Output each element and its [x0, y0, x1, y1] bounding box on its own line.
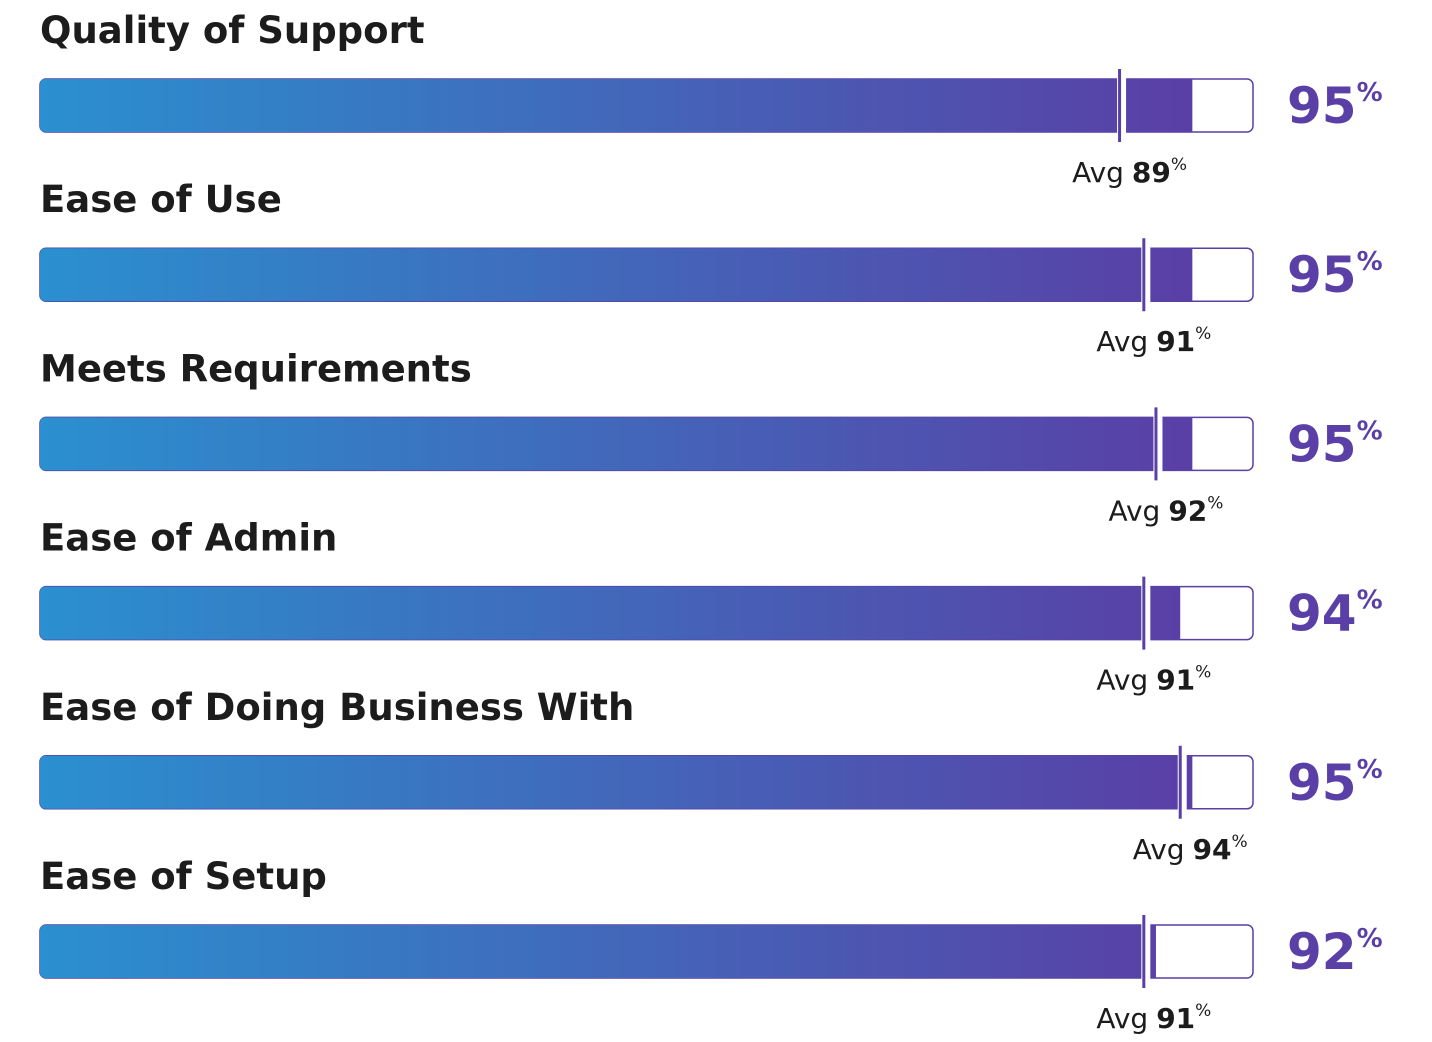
avg-label: Avg 89% [1072, 155, 1187, 189]
value-unit: % [1357, 416, 1383, 446]
value-unit: % [1357, 924, 1383, 954]
avg-label: Avg 92% [1108, 493, 1223, 527]
value-number: 94 [1287, 585, 1357, 643]
value-label: 95% [1287, 246, 1383, 304]
avg-unit: % [1195, 324, 1211, 344]
avg-label: Avg 94% [1133, 832, 1248, 866]
avg-word: Avg [1108, 494, 1160, 527]
category-label: Ease of Doing Business With [40, 686, 634, 729]
bar [40, 925, 1156, 978]
value-unit: % [1357, 247, 1383, 277]
value-number: 95 [1287, 77, 1357, 135]
value-number: 95 [1287, 246, 1357, 304]
avg-label: Avg 91% [1096, 324, 1211, 358]
value-unit: % [1357, 78, 1383, 108]
avg-label: Avg 91% [1096, 663, 1211, 697]
avg-number: 91 [1156, 664, 1195, 697]
value-number: 95 [1287, 415, 1357, 473]
bar [40, 248, 1193, 302]
avg-unit: % [1195, 1001, 1211, 1021]
value-label: 92% [1287, 923, 1383, 981]
category-label: Meets Requirements [40, 347, 472, 390]
avg-number: 92 [1168, 494, 1207, 527]
value-unit: % [1357, 755, 1383, 785]
category-label: Ease of Use [40, 178, 282, 221]
value-label: 95% [1287, 77, 1383, 135]
avg-unit: % [1195, 663, 1211, 683]
bar [40, 417, 1193, 471]
avg-word: Avg [1096, 1002, 1148, 1035]
avg-label: Avg 91% [1096, 1001, 1211, 1035]
avg-unit: % [1207, 493, 1223, 513]
avg-number: 91 [1156, 1002, 1195, 1035]
bar [40, 755, 1193, 809]
bar [40, 586, 1181, 640]
avg-unit: % [1232, 832, 1248, 852]
avg-unit: % [1171, 155, 1187, 175]
avg-number: 91 [1156, 325, 1195, 358]
category-label: Quality of Support [40, 9, 425, 52]
value-label: 94% [1287, 585, 1383, 643]
avg-number: 89 [1132, 156, 1171, 189]
category-label: Ease of Admin [40, 517, 337, 560]
value-unit: % [1357, 586, 1383, 616]
value-label: 95% [1287, 415, 1383, 473]
avg-word: Avg [1133, 833, 1185, 866]
value-label: 95% [1287, 754, 1383, 812]
value-number: 92 [1287, 923, 1357, 981]
value-number: 95 [1287, 754, 1357, 812]
avg-number: 94 [1193, 833, 1232, 866]
category-label: Ease of Setup [40, 855, 327, 898]
avg-word: Avg [1072, 156, 1124, 189]
bar [40, 79, 1193, 132]
avg-word: Avg [1096, 325, 1148, 358]
avg-word: Avg [1096, 664, 1148, 697]
